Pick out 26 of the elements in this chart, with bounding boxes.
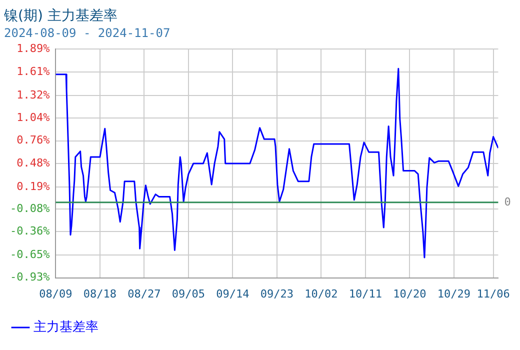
y-tick-label: 0.19% xyxy=(16,180,50,193)
chart-title: 镍(期) 主力基差率 xyxy=(3,8,118,24)
x-tick-label: 09/14 xyxy=(216,287,250,300)
y-tick-label: 1.04% xyxy=(16,110,50,124)
y-tick-label: 1.32% xyxy=(16,88,50,102)
x-tick-label: 09/05 xyxy=(172,287,206,300)
x-tick-label: 10/02 xyxy=(304,287,338,300)
chart-subtitle: 2024-08-09 - 2024-11-07 xyxy=(4,26,170,40)
x-tick-label: 09/23 xyxy=(260,287,294,300)
x-tick-label: 08/18 xyxy=(83,287,117,300)
y-tick-label: 0.48% xyxy=(16,156,50,170)
x-tick-label: 08/09 xyxy=(39,287,72,300)
y-tick-label: -0.93% xyxy=(10,270,50,284)
y-tick-label: -0.08% xyxy=(10,202,50,215)
legend-label: 主力基差率 xyxy=(34,318,98,335)
y-tick-label: 0.76% xyxy=(16,134,50,147)
ref-line-label: 0 xyxy=(504,195,511,208)
x-tick-label: 10/11 xyxy=(348,287,382,300)
x-tick-label: 11/06 xyxy=(476,287,510,300)
y-tick-label: 1.61% xyxy=(16,64,50,78)
x-tick-label: 08/27 xyxy=(128,287,161,300)
y-tick-label: -0.65% xyxy=(10,248,50,261)
y-tick-label: 1.89% xyxy=(16,42,50,56)
x-tick-label: 10/20 xyxy=(393,287,426,300)
x-tick-label: 10/29 xyxy=(437,287,471,300)
y-tick-label: -0.36% xyxy=(10,224,50,238)
